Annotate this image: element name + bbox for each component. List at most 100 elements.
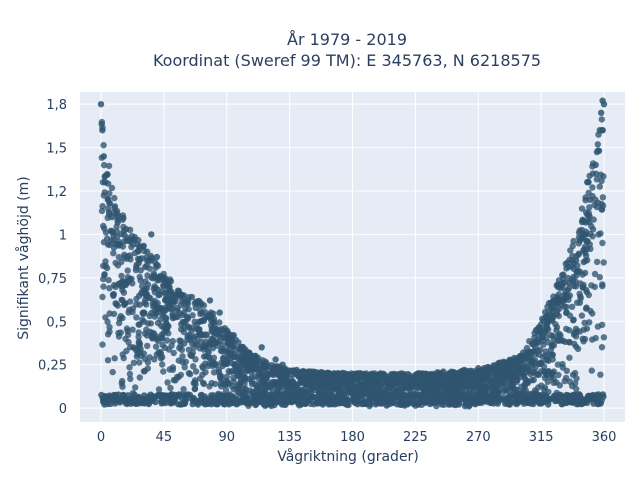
- data-point: [542, 370, 550, 377]
- data-point: [160, 274, 167, 281]
- data-point: [596, 274, 603, 281]
- data-point: [255, 393, 262, 400]
- data-point: [590, 400, 597, 407]
- data-point: [562, 291, 570, 298]
- data-point: [127, 256, 134, 263]
- data-point: [368, 391, 376, 399]
- data-point: [530, 358, 537, 365]
- data-point: [111, 355, 118, 362]
- data-point: [123, 237, 130, 244]
- data-point: [169, 294, 176, 302]
- data-point: [317, 386, 324, 393]
- data-point: [247, 387, 254, 394]
- data-point: [116, 399, 124, 406]
- data-point: [523, 368, 530, 376]
- x-tick-label: 0: [97, 430, 105, 445]
- data-point: [346, 381, 353, 388]
- data-point: [598, 109, 605, 117]
- data-point: [161, 344, 168, 351]
- data-point: [518, 367, 525, 375]
- y-axis-ticks: 0 0,25 0,5 0,75 1 1,2 1,5 1,8: [38, 98, 67, 417]
- data-point: [237, 344, 244, 351]
- data-point: [440, 397, 448, 404]
- data-point: [561, 377, 568, 385]
- data-point: [105, 209, 113, 216]
- data-point: [258, 374, 266, 381]
- data-point: [109, 229, 117, 236]
- data-point: [100, 153, 108, 160]
- data-point: [222, 386, 230, 393]
- data-point: [235, 339, 242, 346]
- data-point: [299, 386, 306, 393]
- data-point: [496, 359, 503, 367]
- data-point: [534, 393, 541, 400]
- data-point: [141, 367, 148, 375]
- data-point: [280, 367, 287, 374]
- data-point: [281, 398, 288, 406]
- data-point: [588, 367, 595, 374]
- data-point: [148, 274, 155, 281]
- data-point: [486, 382, 493, 389]
- data-point: [206, 297, 214, 304]
- data-point: [586, 319, 593, 326]
- data-point: [599, 239, 606, 247]
- data-point: [199, 363, 206, 370]
- data-point: [106, 190, 113, 197]
- data-point: [180, 328, 188, 336]
- data-point: [98, 120, 105, 128]
- data-point: [556, 305, 563, 312]
- data-point: [532, 364, 539, 371]
- data-point: [126, 364, 133, 371]
- data-point: [125, 309, 132, 316]
- data-point: [312, 368, 320, 376]
- data-point: [275, 371, 282, 379]
- data-point: [490, 386, 497, 393]
- y-tick-label: 1,8: [46, 98, 67, 113]
- data-point: [265, 363, 272, 370]
- data-point: [229, 350, 236, 357]
- data-point: [124, 331, 132, 338]
- data-point: [107, 400, 114, 407]
- data-point: [244, 398, 251, 405]
- data-point: [258, 344, 265, 351]
- data-point: [578, 218, 586, 226]
- data-point: [362, 377, 369, 384]
- data-point: [100, 283, 107, 290]
- data-point: [195, 326, 202, 333]
- data-point: [130, 359, 138, 366]
- data-point: [144, 359, 152, 366]
- data-point: [120, 214, 127, 222]
- data-point: [491, 362, 498, 369]
- data-point: [120, 289, 128, 296]
- data-point: [123, 325, 131, 332]
- data-point: [125, 339, 132, 346]
- data-point: [570, 396, 577, 404]
- data-point: [112, 393, 120, 400]
- data-point: [227, 368, 234, 375]
- data-point: [156, 291, 163, 298]
- data-point: [547, 299, 555, 306]
- data-point: [515, 392, 523, 399]
- data-point: [185, 369, 193, 377]
- data-point: [200, 380, 208, 388]
- data-point: [112, 283, 119, 290]
- data-point: [575, 251, 582, 258]
- data-point: [149, 329, 156, 337]
- data-point: [122, 226, 130, 233]
- data-point: [212, 329, 220, 337]
- data-point: [165, 303, 172, 310]
- data-point: [537, 321, 545, 328]
- data-point: [102, 229, 110, 236]
- data-point: [522, 349, 529, 357]
- data-point: [481, 395, 488, 402]
- data-point: [223, 360, 231, 368]
- data-points: [97, 97, 608, 410]
- data-point: [455, 400, 463, 407]
- data-point: [450, 370, 457, 378]
- data-point: [257, 361, 264, 368]
- data-point: [198, 300, 205, 308]
- data-point: [99, 203, 106, 210]
- data-point: [473, 381, 480, 389]
- data-point: [492, 392, 499, 400]
